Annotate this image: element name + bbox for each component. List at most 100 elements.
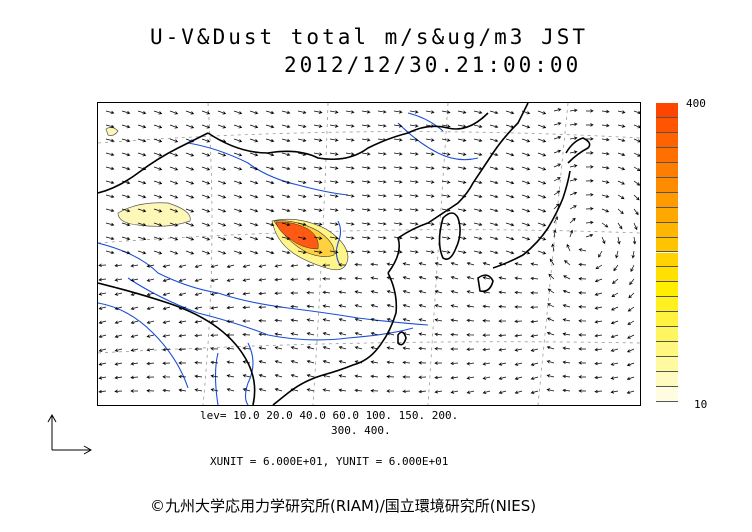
wind-arrow: [409, 166, 419, 170]
wind-arrow: [361, 110, 371, 114]
wind-arrow: [185, 208, 195, 213]
wind-arrow: [569, 178, 578, 182]
wind-arrow: [617, 208, 624, 215]
wind-arrow: [242, 305, 251, 310]
wind-arrow: [210, 333, 219, 337]
wind-arrow: [617, 110, 626, 114]
wind-arrow: [370, 374, 379, 379]
dust-contour-inner: [275, 221, 319, 250]
wind-arrow: [313, 124, 323, 128]
wind-arrow: [425, 194, 435, 198]
wind-arrow: [393, 236, 403, 240]
wind-arrow: [290, 304, 299, 309]
wind-arrow: [297, 194, 307, 198]
wind-arrow: [297, 138, 307, 142]
wind-arrow: [297, 208, 307, 212]
wind-arrow: [338, 374, 347, 378]
wind-arrow: [393, 124, 403, 128]
wind-arrow: [105, 152, 115, 157]
wind-arrow: [530, 262, 539, 266]
wind-arrow: [505, 124, 515, 129]
wind-arrow: [226, 374, 235, 378]
wind-arrow: [265, 250, 275, 255]
wind-arrow: [425, 208, 435, 212]
wind-arrow: [121, 250, 131, 255]
wind-arrow: [290, 346, 299, 350]
wind-arrow: [418, 346, 427, 351]
wind-arrow: [457, 124, 467, 128]
wind-arrow: [178, 278, 187, 283]
wind-arrow: [185, 124, 195, 129]
wind-arrow: [553, 216, 558, 224]
wind-arrow: [562, 346, 571, 350]
wind-arrow: [329, 124, 339, 128]
wind-arrow: [178, 264, 187, 268]
wind-arrow: [121, 124, 131, 129]
wind-arrow: [546, 317, 555, 322]
wind-arrow: [265, 208, 275, 213]
wind-arrow: [482, 304, 491, 309]
wind-arrow: [361, 250, 371, 254]
wind-arrow: [345, 180, 355, 184]
wind-arrow: [498, 319, 507, 323]
wind-arrow: [121, 110, 131, 115]
wind-arrow: [547, 303, 555, 308]
wind-arrow: [201, 222, 211, 227]
wind-arrow: [482, 376, 491, 380]
wind-arrow: [569, 229, 574, 238]
colorbar: [656, 103, 678, 402]
wind-arrow: [530, 276, 539, 281]
wind-arrow: [242, 332, 251, 337]
wind-arrow: [594, 278, 603, 283]
wind-arrow: [290, 263, 299, 268]
wind-arrow: [402, 389, 411, 394]
wind-arrow: [345, 138, 355, 142]
wind-arrow: [361, 138, 371, 142]
wind-arrow: [466, 361, 475, 366]
wind-arrow: [226, 388, 235, 392]
wind-arrow: [393, 110, 403, 114]
wind-arrow: [498, 376, 507, 380]
wind-arrow: [130, 375, 139, 380]
wind-arrow: [201, 208, 211, 213]
wind-arrow: [425, 222, 435, 226]
wind-arrow: [562, 318, 571, 322]
wind-arrow: [274, 264, 283, 268]
wind-arrow: [466, 290, 475, 294]
wind-arrow: [265, 138, 275, 143]
wind-arrow: [201, 110, 211, 115]
wind-arrow: [345, 110, 355, 114]
wind-arrow: [137, 236, 147, 241]
wind-arrow: [498, 362, 507, 366]
wind-arrow: [466, 304, 475, 308]
wind-arrow: [130, 306, 139, 310]
wind-arrow: [457, 110, 467, 114]
wind-arrow: [217, 222, 227, 227]
wind-arrow: [169, 166, 179, 171]
colorbar-min-label: 10: [694, 398, 708, 411]
wind-arrow: [434, 361, 443, 365]
wind-arrow: [466, 276, 475, 280]
wind-arrow: [194, 306, 203, 310]
wind-arrow: [514, 348, 523, 352]
wind-arrow: [626, 376, 635, 381]
wind-arrow: [450, 332, 459, 337]
wind-arrow: [537, 222, 547, 227]
wind-arrow: [137, 124, 147, 129]
wind-arrow: [162, 320, 171, 324]
wind-arrow: [105, 208, 115, 213]
wind-arrow: [313, 180, 323, 184]
wind-arrow: [434, 375, 443, 380]
wind-arrow: [601, 222, 609, 228]
wind-arrow: [617, 166, 626, 171]
wind-arrow: [194, 360, 203, 365]
wind-arrow: [489, 194, 499, 199]
wind-arrow: [386, 374, 395, 379]
wind-arrow: [386, 262, 395, 266]
wind-arrow: [473, 152, 483, 157]
wind-arrow: [361, 152, 371, 156]
wind-arrow: [578, 248, 587, 252]
wind-arrow: [153, 208, 163, 213]
wind-arrow: [210, 292, 219, 296]
wind-arrow: [306, 304, 315, 309]
